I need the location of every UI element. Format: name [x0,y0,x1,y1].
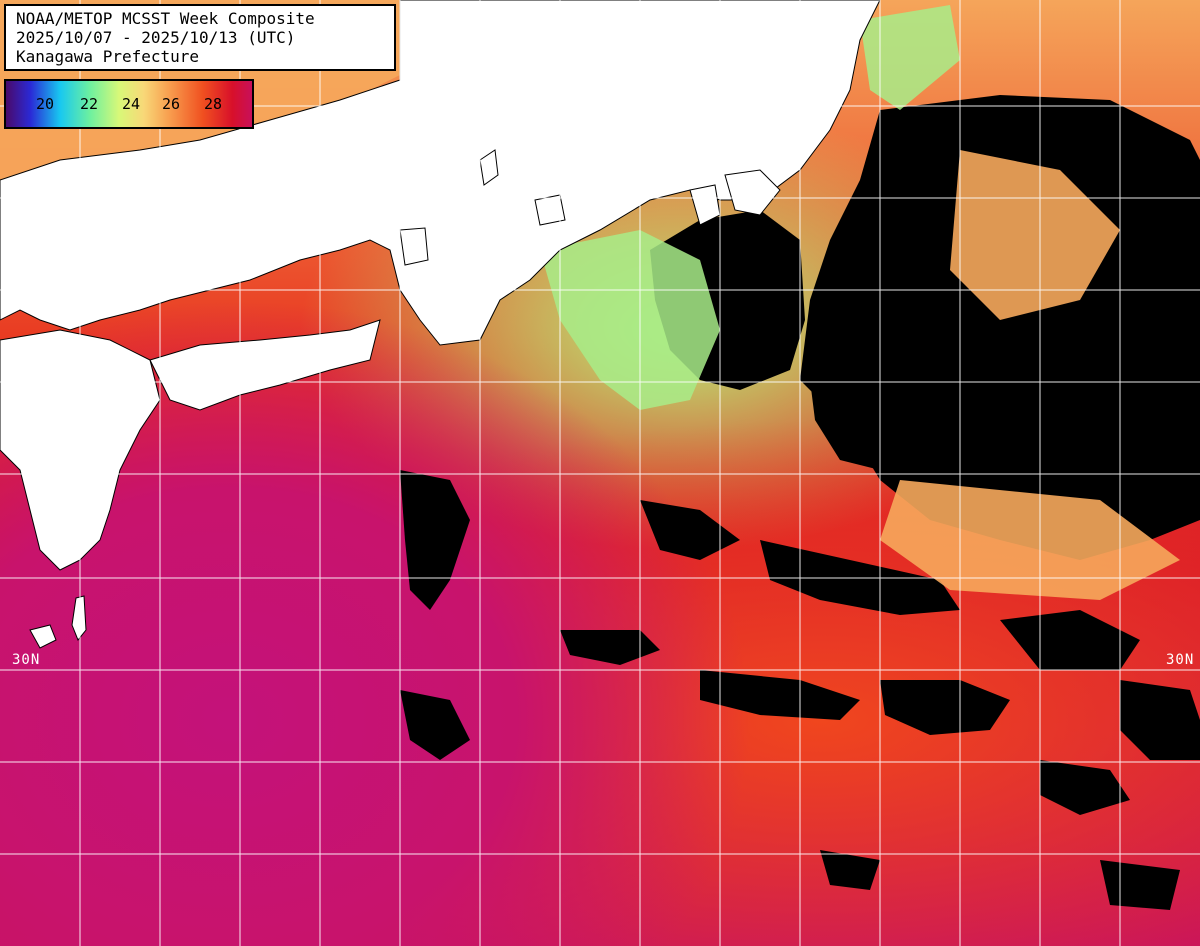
sst-color-scale: 20 22 24 26 28 [4,79,254,129]
title-box: NOAA/METOP MCSST Week Composite 2025/10/0… [4,4,396,71]
scale-tick-20: 20 [36,95,55,113]
title-line-3: Kanagawa Prefecture [16,47,200,66]
lat-label-right: 30N [1166,652,1195,668]
scale-tick-28: 28 [204,95,223,113]
scale-tick-26: 26 [162,95,181,113]
scale-tick-22: 22 [80,95,99,113]
scale-tick-24: 24 [122,95,141,113]
title-line-2: 2025/10/07 - 2025/10/13 (UTC) [16,28,296,47]
title-line-1: NOAA/METOP MCSST Week Composite [16,9,315,28]
lat-label-left: 30N [12,652,41,668]
